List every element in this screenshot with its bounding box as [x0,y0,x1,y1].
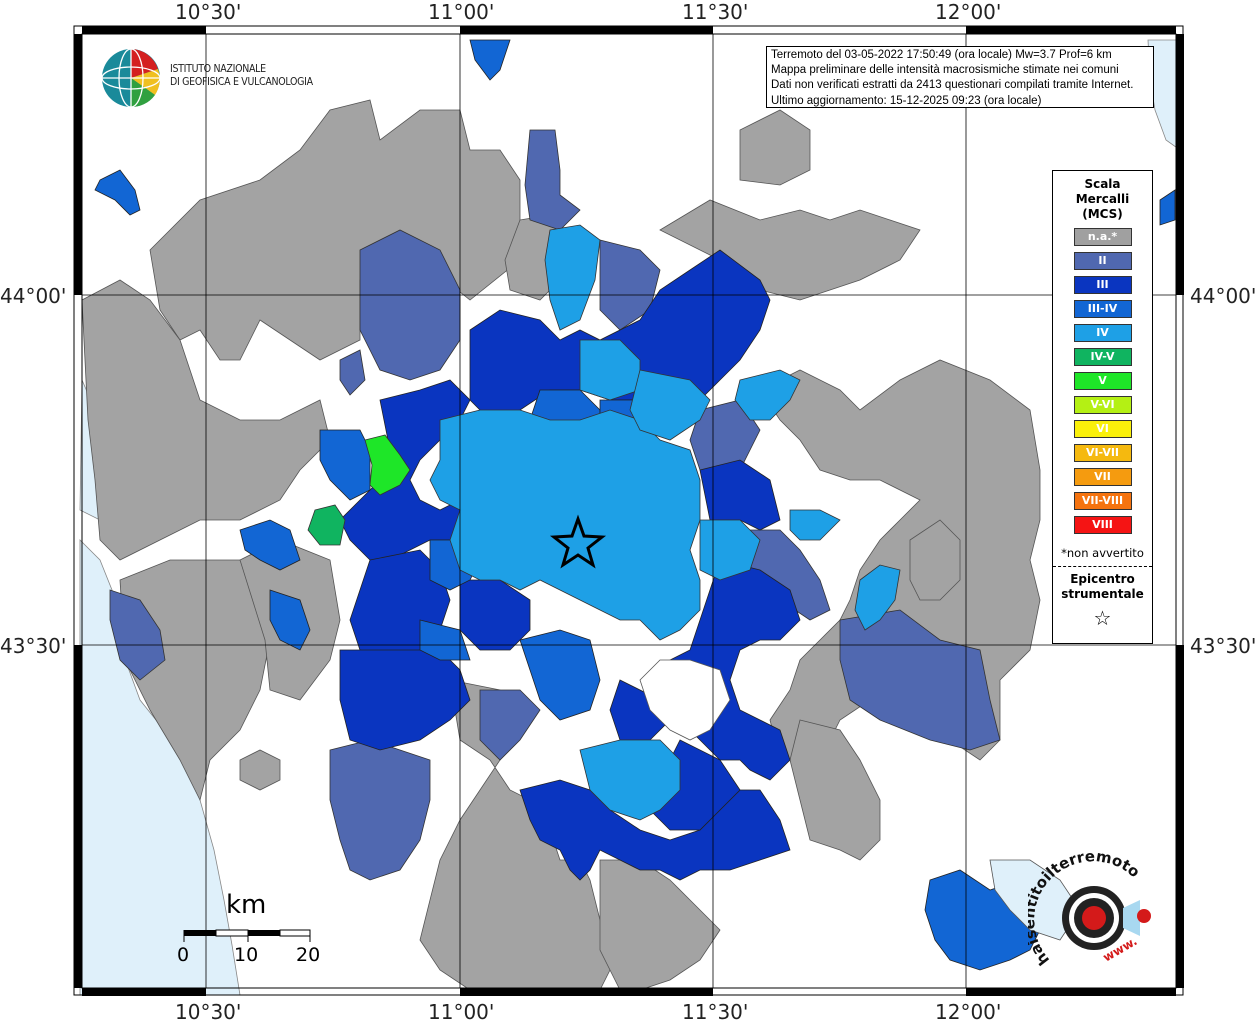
graticule [82,34,1176,988]
lat-label-right-1: 44°00' [1190,284,1255,308]
legend-item: II [1073,252,1132,270]
intensity-legend: Scala Mercalli (MCS) n.a.* II III III-IV IV I… [1052,170,1153,644]
event-info-line: Mappa preliminare delle intensità macros… [771,64,1119,77]
haisentito-badge: haisentitoilterremoto.it www. [1020,836,1158,980]
event-info-line: Terremoto del 03-05-2022 17:50:49 (ora l… [771,49,1112,61]
badge-region [989,859,1081,941]
scale-tick-20: 20 [296,944,321,966]
legend-item: n.a.* [1073,228,1132,246]
legend-item: V [1073,372,1132,390]
legend-title: Scala Mercalli (MCS) [1075,177,1130,221]
area-iii [339,249,801,881]
legend-star-icon: ☆ [1093,606,1112,630]
area-na [81,99,1041,991]
lat-label-left-1: 44°00' [0,284,67,308]
event-info-line: Dati non verificati estratti da 2413 que… [771,79,1134,92]
map-frame [73,25,1184,996]
legend-item: VII-VIII [1073,492,1132,510]
legend-item: VI-VII [1073,444,1132,462]
legend-item: VII [1073,468,1132,486]
event-info-box: Terremoto del 03-05-2022 17:50:49 (ora l… [766,46,1154,108]
lon-label-top-2: 11°00' [428,0,495,24]
legend-item: III [1073,276,1132,294]
legend-item: III-IV [1073,300,1132,318]
lon-label-bottom-3: 11°30' [682,1000,749,1024]
ingv-name: ISTITUTO NAZIONALE DI GEOFISICA E VULCAN… [170,63,313,88]
epicenter-star-icon [549,514,607,569]
legend-items: n.a.* II III III-IV IV IV-V V V-VI VI VI-VII VII VI… [1053,228,1152,534]
area-iv [429,224,901,821]
scale-bar: km 0 10 20 [177,890,330,970]
scale-unit: km [226,890,267,920]
ingv-logo: ISTITUTO NAZIONALE DI GEOFISICA E VULCAN… [100,47,320,111]
lon-label-top-3: 11°30' [682,0,749,24]
area-white [639,659,731,741]
scale-tick-10: 10 [234,944,259,966]
area-iv-v [307,504,346,546]
lat-label-left-2: 43°30' [0,634,67,658]
lon-label-top-1: 10°30' [175,0,242,24]
legend-item: IV [1073,324,1132,342]
lon-label-top-4: 12°00' [935,0,1002,24]
globe-icon [101,48,161,108]
lat-label-right-2: 43°30' [1190,634,1255,658]
legend-item: VIII [1073,516,1132,534]
legend-item: IV-V [1073,348,1132,366]
lon-label-bottom-1: 10°30' [175,1000,242,1024]
target-icon: haisentitoilterremoto.it www. [1020,836,1151,969]
event-info-line: Ultimo aggiornamento: 15-12-2025 09:23 (… [771,94,1042,107]
legend-note: *non avvertito [1061,546,1144,560]
lon-label-bottom-2: 11°00' [428,1000,495,1024]
legend-divider [1053,566,1152,567]
legend-item: V-VI [1073,396,1132,414]
lon-label-bottom-4: 12°00' [935,1000,1002,1024]
scale-tick-0: 0 [177,944,190,966]
legend-item: VI [1073,420,1132,438]
area-v [364,434,411,496]
legend-epicenter-label: Epicentro strumentale [1061,572,1144,601]
